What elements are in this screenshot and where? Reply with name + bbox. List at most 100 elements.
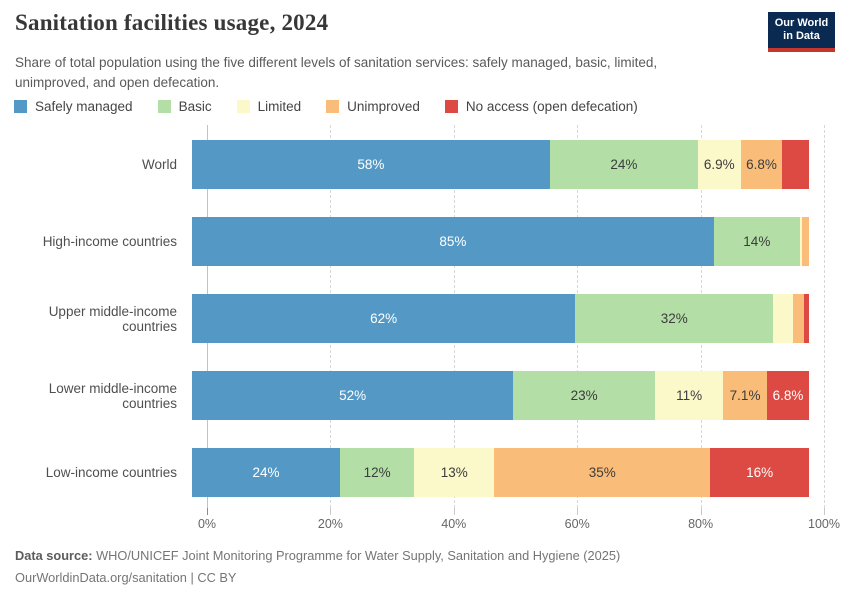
category-label: World bbox=[141, 157, 177, 172]
bar-value-label: 32% bbox=[660, 311, 688, 326]
bar-value-label: 35% bbox=[588, 465, 616, 480]
bar-segment-limited[interactable] bbox=[773, 294, 793, 343]
x-axis-tick-100 bbox=[824, 508, 825, 515]
x-axis-label: 20% bbox=[317, 517, 343, 531]
legend-label: No access (open defecation) bbox=[465, 99, 638, 114]
x-axis: 0% 20% 40% 60% 80% 100% bbox=[198, 508, 840, 538]
bar-track: 58% 24% 6.9% 6.8% bbox=[192, 140, 809, 189]
chart-footer: Data source: WHO/UNICEF Joint Monitoring… bbox=[15, 545, 620, 589]
chart-row-high-income-countries: High-income countries 85% 14% bbox=[0, 217, 850, 266]
bar-segment-unimproved[interactable] bbox=[792, 294, 805, 343]
legend-swatch-icon bbox=[444, 100, 458, 113]
stacked-bar-chart: World 58% 24% 6.9% 6.8% High-income countries… bbox=[0, 125, 850, 535]
bar-segment-limited[interactable]: 11% bbox=[655, 371, 724, 420]
category-label: Low-income countries bbox=[45, 465, 177, 480]
bar-segment-unimproved[interactable] bbox=[802, 217, 809, 266]
bar-segment-no-access-open-defecation[interactable]: 16% bbox=[710, 448, 809, 497]
subtitle-line1: Share of total population using the five… bbox=[15, 55, 658, 70]
legend-label: Unimproved bbox=[347, 99, 420, 114]
bar-segment-no-access-open-defecation[interactable]: 6.8% bbox=[766, 371, 809, 420]
legend: Safely managed Basic Limited Unimproved No a… bbox=[14, 99, 638, 114]
bar-value-label: 6.8% bbox=[746, 157, 777, 172]
x-axis-label: 40% bbox=[441, 517, 467, 531]
owid-logo-line1: Our World bbox=[774, 17, 829, 29]
owid-logo-line2: in Data bbox=[783, 30, 820, 42]
chart-row-world: World 58% 24% 6.9% 6.8% bbox=[0, 140, 850, 189]
x-axis-tick-60 bbox=[577, 508, 579, 515]
data-source-label: Data source: bbox=[15, 548, 93, 563]
bar-value-label: 12% bbox=[363, 465, 391, 480]
bar-segment-safely-managed[interactable]: 24% bbox=[192, 448, 341, 497]
bar-segment-basic[interactable]: 32% bbox=[575, 294, 774, 343]
bar-segment-no-access-open-defecation[interactable] bbox=[782, 140, 809, 189]
chart-subtitle: Share of total population using the five… bbox=[15, 53, 775, 93]
bar-value-label: 85% bbox=[439, 234, 467, 249]
bar-value-label: 16% bbox=[746, 465, 774, 480]
owid-logo: Our World in Data bbox=[768, 12, 835, 52]
bar-value-label: 52% bbox=[339, 388, 367, 403]
legend-item-limited: Limited bbox=[236, 99, 302, 114]
bar-segment-unimproved[interactable]: 7.1% bbox=[723, 371, 767, 420]
x-axis-tick-20 bbox=[330, 508, 332, 515]
bar-segment-basic[interactable]: 24% bbox=[549, 140, 698, 189]
bar-value-label: 13% bbox=[440, 465, 468, 480]
bar-value-label: 58% bbox=[357, 157, 385, 172]
bar-segment-limited[interactable]: 6.9% bbox=[697, 140, 741, 189]
bar-value-label: 24% bbox=[610, 157, 638, 172]
x-axis-tick-40 bbox=[453, 508, 455, 515]
bar-segment-unimproved[interactable]: 35% bbox=[494, 448, 711, 497]
legend-label: Safely managed bbox=[35, 99, 133, 114]
bar-segment-no-access-open-defecation[interactable] bbox=[804, 294, 809, 343]
legend-label: Basic bbox=[178, 99, 212, 114]
bar-value-label: 14% bbox=[743, 234, 771, 249]
bar-track: 24% 12% 13% 35% 16% bbox=[192, 448, 809, 497]
data-source-text: WHO/UNICEF Joint Monitoring Programme fo… bbox=[92, 548, 621, 563]
bar-track: 62% 32% bbox=[192, 294, 809, 343]
bar-segment-limited[interactable] bbox=[799, 217, 803, 266]
category-label: Upper middle-income countries bbox=[48, 303, 177, 334]
chart-row-upper-middle-income-countries: Upper middle-income countries 62% 32% bbox=[0, 294, 850, 343]
bar-segment-safely-managed[interactable]: 58% bbox=[192, 140, 550, 189]
legend-label: Limited bbox=[257, 99, 302, 114]
bar-value-label: 23% bbox=[570, 388, 598, 403]
legend-item-no-access-open-defecation: No access (open defecation) bbox=[444, 99, 638, 114]
bar-segment-unimproved[interactable]: 6.8% bbox=[740, 140, 783, 189]
bar-value-label: 6.8% bbox=[772, 388, 804, 403]
bar-track: 85% 14% bbox=[192, 217, 809, 266]
legend-swatch-icon bbox=[236, 100, 250, 113]
page-title: Sanitation facilities usage, 2024 bbox=[15, 10, 329, 35]
legend-item-basic: Basic bbox=[157, 99, 212, 114]
chart-row-low-income-countries: Low-income countries 24% 12% 13% 35% 16% bbox=[0, 448, 850, 497]
license-line: OurWorldinData.org/sanitation | CC BY bbox=[15, 570, 237, 585]
bar-value-label: 7.1% bbox=[729, 388, 761, 403]
legend-item-safely-managed: Safely managed bbox=[14, 99, 133, 114]
legend-swatch-icon bbox=[14, 100, 27, 113]
bar-segment-basic[interactable]: 12% bbox=[340, 448, 415, 497]
bar-value-label: 62% bbox=[370, 311, 398, 326]
x-axis-label: 100% bbox=[808, 517, 840, 531]
bar-track: 52% 23% 11% 7.1% 6.8% bbox=[192, 371, 809, 420]
bar-segment-safely-managed[interactable]: 85% bbox=[192, 217, 714, 266]
x-axis-label: 80% bbox=[688, 517, 714, 531]
bar-segment-limited[interactable]: 13% bbox=[414, 448, 495, 497]
bar-segment-safely-managed[interactable]: 62% bbox=[192, 294, 576, 343]
data-source-line: Data source: WHO/UNICEF Joint Monitoring… bbox=[15, 545, 620, 567]
chart-rows: World 58% 24% 6.9% 6.8% High-income countries… bbox=[0, 125, 850, 497]
subtitle-line2: unimproved, and open defecation. bbox=[15, 75, 220, 90]
bar-segment-basic[interactable]: 23% bbox=[513, 371, 656, 420]
category-label: High-income countries bbox=[42, 234, 177, 249]
gridline-100 bbox=[824, 125, 825, 508]
bar-segment-safely-managed[interactable]: 52% bbox=[192, 371, 514, 420]
bar-segment-basic[interactable]: 14% bbox=[713, 217, 800, 266]
x-axis-tick-0 bbox=[207, 508, 208, 515]
bar-value-label: 11% bbox=[676, 388, 703, 403]
bar-value-label: 6.9% bbox=[703, 157, 735, 172]
chart-row-lower-middle-income-countries: Lower middle-income countries 52% 23% 11% 7.… bbox=[0, 371, 850, 420]
legend-item-unimproved: Unimproved bbox=[326, 99, 420, 114]
legend-swatch-icon bbox=[157, 100, 171, 113]
category-label: Lower middle-income countries bbox=[48, 380, 177, 411]
x-axis-label: 60% bbox=[564, 517, 590, 531]
bar-value-label: 24% bbox=[252, 465, 280, 480]
x-axis-tick-80 bbox=[700, 508, 702, 515]
